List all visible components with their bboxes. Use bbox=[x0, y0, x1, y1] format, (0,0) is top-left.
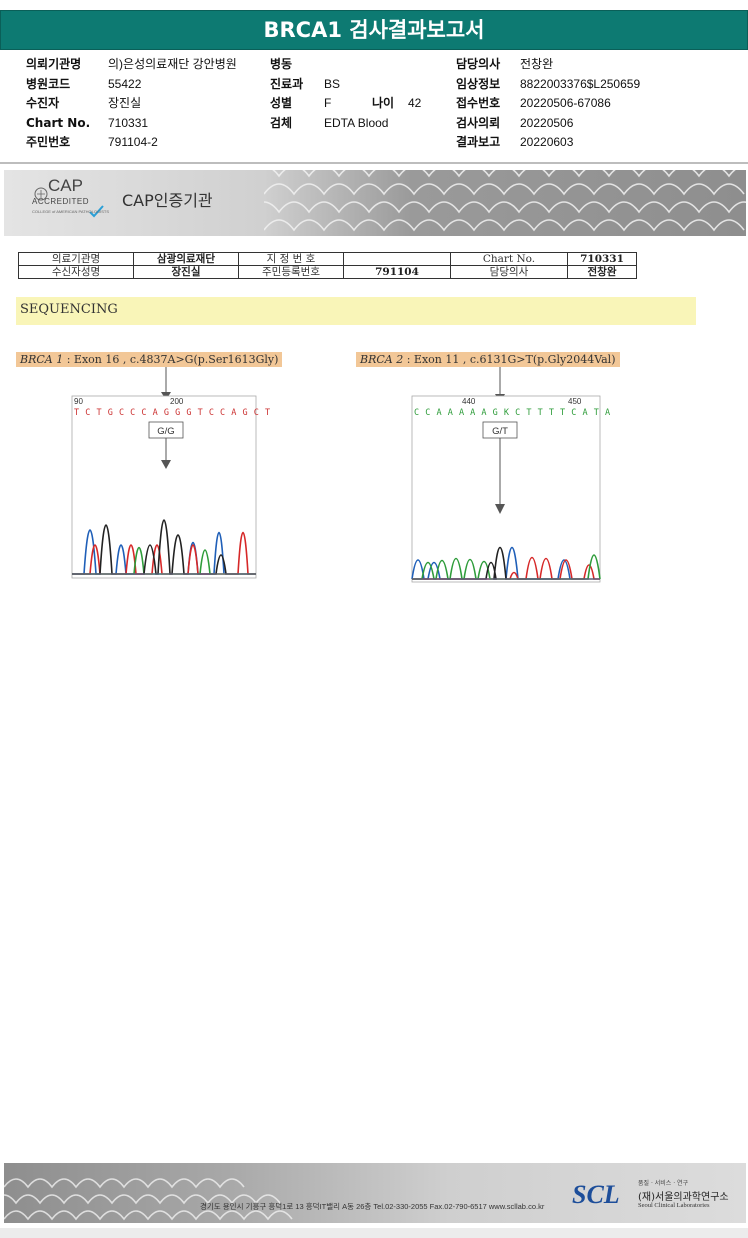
value-sex: F bbox=[324, 96, 332, 110]
value-hospital-code: 55422 bbox=[108, 76, 142, 91]
table-cell: 710331 bbox=[567, 252, 637, 266]
arrow-down-icon bbox=[495, 504, 505, 514]
brca2-genotype: G/T bbox=[492, 426, 508, 437]
cap-seal-icon bbox=[34, 187, 104, 218]
value-specimen: EDTA Blood bbox=[324, 115, 389, 130]
sequencing-header: SEQUENCING bbox=[16, 297, 696, 325]
table-cell: 장진실 bbox=[133, 265, 239, 279]
value-age: 42 bbox=[408, 96, 422, 110]
table-cell: 삼광의료재단 bbox=[133, 252, 239, 266]
cap-title: CAP bbox=[48, 176, 83, 195]
value-resident-no: 791104-2 bbox=[108, 135, 158, 149]
table-cell: 지 정 번 호 bbox=[238, 252, 344, 266]
value-clinical-info: 8822003376$L250659 bbox=[520, 76, 641, 91]
brca1-genotype: G/G bbox=[157, 426, 174, 437]
brca1-chromatogram: 90 200 T C T G C C C A G G G T C C A G C… bbox=[71, 367, 270, 579]
table-cell bbox=[343, 252, 451, 266]
cap-college: COLLEGE of AMERICAN PATHOLOGISTS bbox=[32, 209, 109, 214]
table-cell: 수신자성명 bbox=[18, 265, 134, 279]
table-cell: 791104 bbox=[343, 265, 451, 279]
info-left: 의뢰기관명 의)은성의료재단 강안병원 병원코드 55422 수진자 장진실 Char… bbox=[26, 55, 237, 153]
cap-institution: CAP인증기관 bbox=[122, 191, 213, 210]
label-resident-no: 주민번호 bbox=[26, 135, 71, 149]
table-row: 의료기관명 삼광의료재단 지 정 번 호 Chart No. 710331 bbox=[18, 252, 637, 266]
label-receipt-no: 접수번호 bbox=[456, 96, 501, 110]
footer-name-en: Seoul Clinical Laboratories bbox=[638, 1202, 710, 1209]
label-request-date: 검사의뢰 bbox=[456, 115, 501, 130]
footer-name-kr: (재)서울의과학연구소 bbox=[638, 1192, 729, 1203]
table-cell: 담당의사 bbox=[450, 265, 568, 279]
label-ward: 병동 bbox=[270, 57, 293, 71]
trace-red bbox=[412, 556, 600, 580]
footer-address: 경기도 용인시 기흥구 흥덕1로 13 흥덕IT밸리 A동 26층 Tel.02… bbox=[200, 1202, 545, 1211]
brca2-base-calls: C C A A A A A G K C T T T T C A T A bbox=[414, 408, 610, 418]
label-institution: 의뢰기관명 bbox=[26, 57, 82, 71]
table-cell: 전창완 bbox=[567, 265, 637, 279]
brca2-variant-label: BRCA 2 : Exon 11 , c.6131G>T(p.Gly2044Va… bbox=[356, 352, 620, 367]
value-doctor: 전창완 bbox=[520, 57, 554, 71]
trace-red bbox=[72, 532, 256, 575]
value-report-date: 20220603 bbox=[520, 135, 574, 149]
brca1-variant-label: BRCA 1 : Exon 16 , c.4837A>G(p.Ser1613Gl… bbox=[16, 352, 283, 367]
cap-accredited: ACCREDITED bbox=[32, 197, 90, 206]
patient-table: 의료기관명 삼광의료재단 지 정 번 호 Chart No. 710331 수신… bbox=[18, 252, 637, 279]
value-patient: 장진실 bbox=[108, 96, 142, 110]
info-right: 담당의사 전창완 임상정보 8822003376$L250659 접수번호 20220… bbox=[456, 55, 640, 153]
brca1-pos-90: 90 bbox=[74, 397, 83, 406]
value-receipt-no: 20220506-67086 bbox=[520, 96, 611, 110]
sequencing-label: SEQUENCING bbox=[20, 302, 118, 317]
label-department: 진료과 bbox=[270, 76, 304, 91]
brca2-chromatogram: 440 450 C C A A A A A G K C T T T T C A … bbox=[411, 367, 610, 583]
label-chart-no: Chart No. bbox=[26, 115, 91, 130]
brca2-pos-450: 450 bbox=[568, 397, 582, 406]
brca1-detail: : Exon 16 , c.4837A>G(p.Ser1613Gly) bbox=[63, 353, 279, 366]
table-row: 수신자성명 장진실 주민등록번호 791104 담당의사 전창완 bbox=[18, 265, 637, 279]
label-age: 나이 bbox=[372, 96, 395, 110]
label-doctor: 담당의사 bbox=[456, 57, 501, 71]
brca2-pos-440: 440 bbox=[462, 397, 476, 406]
brca2-detail: : Exon 11 , c.6131G>T(p.Gly2044Val) bbox=[403, 353, 616, 366]
report-title: BRCA1 검사결과보고서 bbox=[0, 10, 748, 50]
label-hospital-code: 병원코드 bbox=[26, 76, 71, 91]
table-cell: 의료기관명 bbox=[18, 252, 134, 266]
value-department: BS bbox=[324, 76, 341, 91]
table-cell: Chart No. bbox=[450, 252, 568, 266]
label-report-date: 결과보고 bbox=[456, 135, 501, 149]
value-request-date: 20220506 bbox=[520, 115, 574, 130]
brca1-gene: BRCA 1 bbox=[20, 353, 64, 366]
cap-banner: CAP ACCREDITED COLLEGE of AMERICAN PATHO… bbox=[4, 170, 746, 236]
info-middle: 병동 진료과 BS 성별 F 나이 42 검체 EDTA Blood bbox=[270, 55, 421, 133]
value-chart-no: 710331 bbox=[108, 115, 149, 130]
brca2-gene: BRCA 2 bbox=[360, 353, 404, 366]
arrow-down-icon bbox=[161, 460, 171, 469]
label-patient: 수진자 bbox=[26, 96, 60, 110]
divider bbox=[0, 162, 748, 164]
page-bottom bbox=[0, 1228, 748, 1238]
wave-pattern bbox=[264, 170, 746, 232]
brca1-pos-200: 200 bbox=[170, 397, 184, 406]
label-clinical-info: 임상정보 bbox=[456, 76, 501, 91]
wave-pattern bbox=[4, 1178, 293, 1221]
table-cell: 주민등록번호 bbox=[238, 265, 344, 279]
brca1-base-calls: T C T G C C C A G G G T C C A G C T bbox=[74, 408, 270, 418]
footer-banner: 경기도 용인시 기흥구 흥덕1로 13 흥덕IT밸리 A동 26층 Tel.02… bbox=[4, 1163, 746, 1223]
scl-logo: SCL bbox=[572, 1180, 620, 1209]
footer-tagline: 품질 · 서비스 · 연구 bbox=[638, 1180, 689, 1187]
label-sex: 성별 bbox=[270, 96, 293, 110]
label-specimen: 검체 bbox=[270, 115, 293, 130]
value-institution: 의)은성의료재단 강안병원 bbox=[108, 57, 237, 71]
